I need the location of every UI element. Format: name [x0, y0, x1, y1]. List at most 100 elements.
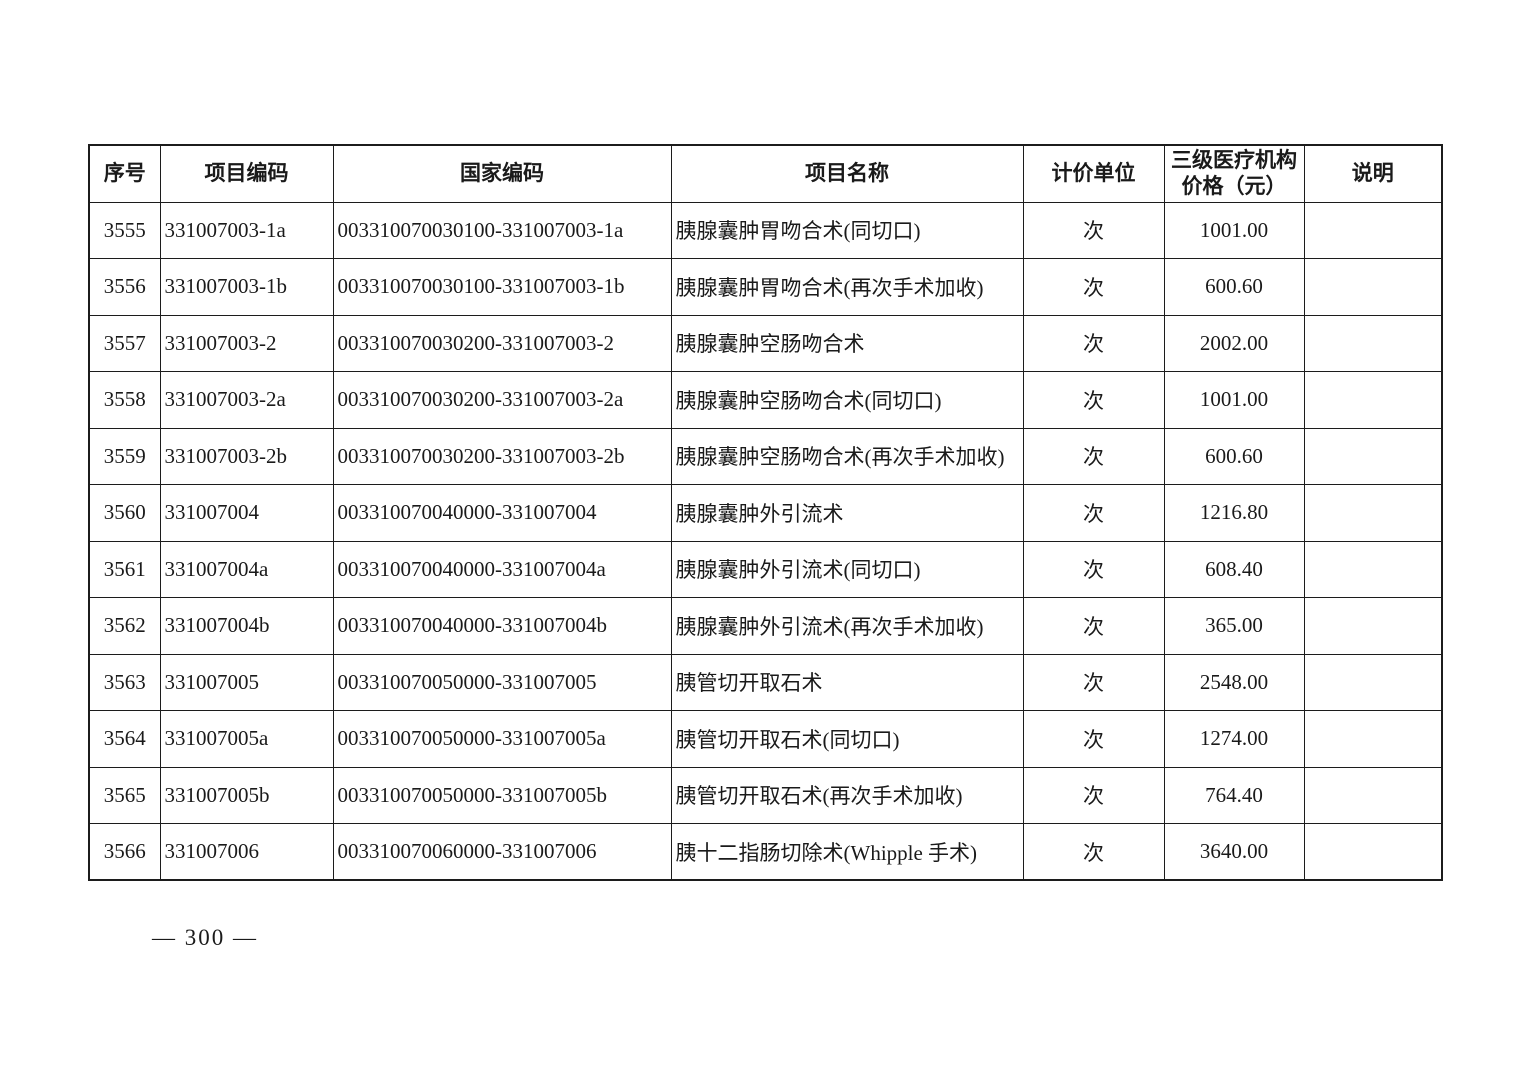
- header-item-code: 项目编码: [159, 144, 334, 203]
- price-cell: 608.40: [1163, 540, 1305, 598]
- item-code-cell: 331007004b: [159, 597, 334, 655]
- note-cell: [1303, 823, 1443, 881]
- item-code-cell: 331007003-1b: [159, 258, 334, 316]
- unit-cell: 次: [1022, 710, 1165, 768]
- item-code-cell: 331007003-2a: [159, 371, 334, 429]
- unit-cell: 次: [1022, 653, 1165, 711]
- price-cell: 600.60: [1163, 427, 1305, 485]
- national-code-cell: 003310070040000-331007004a: [332, 540, 672, 598]
- seq-cell: 3563: [88, 653, 161, 711]
- header-item-name: 项目名称: [670, 144, 1024, 203]
- note-cell: [1303, 258, 1443, 316]
- medical-price-table: 序号 项目编码 国家编码 项目名称 计价单位 三级医疗机构 价格（元） 说明 3…: [88, 144, 1443, 881]
- seq-cell: 3562: [88, 597, 161, 655]
- header-national-code: 国家编码: [332, 144, 672, 203]
- national-code-cell: 003310070030200-331007003-2a: [332, 371, 672, 429]
- unit-cell: 次: [1022, 484, 1165, 542]
- item-name-cell: 胰腺囊肿空肠吻合术: [670, 314, 1024, 372]
- national-code-cell: 003310070050000-331007005b: [332, 766, 672, 824]
- national-code-cell: 003310070060000-331007006: [332, 823, 672, 881]
- price-cell: 1274.00: [1163, 710, 1305, 768]
- item-code-cell: 331007003-2b: [159, 427, 334, 485]
- seq-cell: 3565: [88, 766, 161, 824]
- price-cell: 365.00: [1163, 597, 1305, 655]
- national-code-cell: 003310070030100-331007003-1b: [332, 258, 672, 316]
- item-code-cell: 331007006: [159, 823, 334, 881]
- seq-cell: 3566: [88, 823, 161, 881]
- table-row: 3555 331007003-1a 003310070030100-33100700…: [88, 201, 1443, 259]
- item-code-cell: 331007004: [159, 484, 334, 542]
- item-name-cell: 胰腺囊肿空肠吻合术(再次手术加收): [670, 427, 1024, 485]
- price-cell: 2002.00: [1163, 314, 1305, 372]
- table-row: 3559 331007003-2b 003310070030200-33100700…: [88, 427, 1443, 485]
- seq-cell: 3555: [88, 201, 161, 259]
- item-code-cell: 331007005: [159, 653, 334, 711]
- unit-cell: 次: [1022, 258, 1165, 316]
- unit-cell: 次: [1022, 766, 1165, 824]
- seq-cell: 3560: [88, 484, 161, 542]
- price-cell: 764.40: [1163, 766, 1305, 824]
- unit-cell: 次: [1022, 427, 1165, 485]
- table-row: 3561 331007004a 003310070040000-331007004a…: [88, 540, 1443, 598]
- price-cell: 1001.00: [1163, 201, 1305, 259]
- seq-cell: 3564: [88, 710, 161, 768]
- item-code-cell: 331007003-1a: [159, 201, 334, 259]
- table-body: 3555 331007003-1a 003310070030100-33100700…: [88, 201, 1443, 881]
- item-code-cell: 331007003-2: [159, 314, 334, 372]
- seq-cell: 3556: [88, 258, 161, 316]
- note-cell: [1303, 766, 1443, 824]
- item-name-cell: 胰腺囊肿胃吻合术(同切口): [670, 201, 1024, 259]
- unit-cell: 次: [1022, 201, 1165, 259]
- header-price-line1: 三级医疗机构: [1171, 148, 1297, 172]
- price-cell: 1001.00: [1163, 371, 1305, 429]
- unit-cell: 次: [1022, 540, 1165, 598]
- note-cell: [1303, 314, 1443, 372]
- table-row: 3565 331007005b 003310070050000-331007005b…: [88, 766, 1443, 824]
- item-name-cell: 胰腺囊肿空肠吻合术(同切口): [670, 371, 1024, 429]
- item-name-cell: 胰管切开取石术(再次手术加收): [670, 766, 1024, 824]
- note-cell: [1303, 710, 1443, 768]
- price-cell: 3640.00: [1163, 823, 1305, 881]
- table-row: 3562 331007004b 003310070040000-331007004b…: [88, 597, 1443, 655]
- national-code-cell: 003310070050000-331007005a: [332, 710, 672, 768]
- table-header-row: 序号 项目编码 国家编码 项目名称 计价单位 三级医疗机构 价格（元） 说明: [88, 144, 1443, 203]
- note-cell: [1303, 371, 1443, 429]
- unit-cell: 次: [1022, 314, 1165, 372]
- price-cell: 2548.00: [1163, 653, 1305, 711]
- header-unit: 计价单位: [1022, 144, 1165, 203]
- item-name-cell: 胰管切开取石术(同切口): [670, 710, 1024, 768]
- national-code-cell: 003310070030100-331007003-1a: [332, 201, 672, 259]
- header-seq: 序号: [88, 144, 161, 203]
- page-number: — 300 —: [152, 925, 258, 950]
- seq-cell: 3557: [88, 314, 161, 372]
- header-price: 三级医疗机构 价格（元）: [1163, 144, 1305, 203]
- item-name-cell: 胰腺囊肿外引流术: [670, 484, 1024, 542]
- item-name-cell: 胰腺囊肿外引流术(再次手术加收): [670, 597, 1024, 655]
- table-row: 3556 331007003-1b 003310070030100-33100700…: [88, 258, 1443, 316]
- note-cell: [1303, 540, 1443, 598]
- national-code-cell: 003310070050000-331007005: [332, 653, 672, 711]
- item-name-cell: 胰十二指肠切除术(Whipple 手术): [670, 823, 1024, 881]
- note-cell: [1303, 427, 1443, 485]
- table-row: 3566 331007006 003310070060000-331007006 胰十…: [88, 823, 1443, 881]
- table-row: 3557 331007003-2 003310070030200-331007003…: [88, 314, 1443, 372]
- table-row: 3558 331007003-2a 003310070030200-33100700…: [88, 371, 1443, 429]
- unit-cell: 次: [1022, 823, 1165, 881]
- seq-cell: 3558: [88, 371, 161, 429]
- item-name-cell: 胰腺囊肿胃吻合术(再次手术加收): [670, 258, 1024, 316]
- item-code-cell: 331007004a: [159, 540, 334, 598]
- table-row: 3560 331007004 003310070040000-331007004 胰腺…: [88, 484, 1443, 542]
- price-cell: 1216.80: [1163, 484, 1305, 542]
- item-code-cell: 331007005a: [159, 710, 334, 768]
- item-name-cell: 胰管切开取石术: [670, 653, 1024, 711]
- national-code-cell: 003310070030200-331007003-2b: [332, 427, 672, 485]
- header-note: 说明: [1303, 144, 1443, 203]
- price-cell: 600.60: [1163, 258, 1305, 316]
- seq-cell: 3561: [88, 540, 161, 598]
- unit-cell: 次: [1022, 371, 1165, 429]
- note-cell: [1303, 484, 1443, 542]
- item-code-cell: 331007005b: [159, 766, 334, 824]
- seq-cell: 3559: [88, 427, 161, 485]
- note-cell: [1303, 597, 1443, 655]
